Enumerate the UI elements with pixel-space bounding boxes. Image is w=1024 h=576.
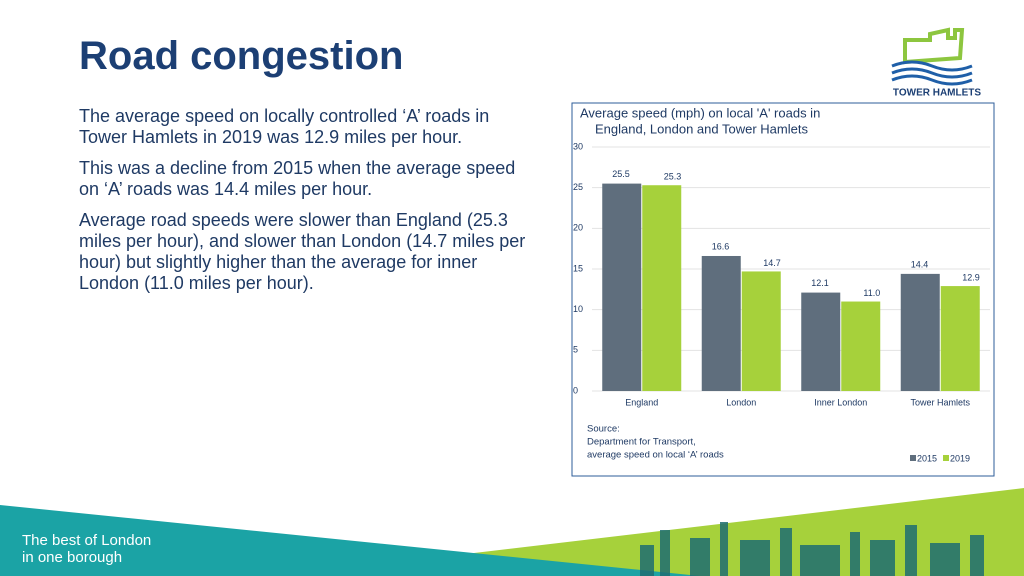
bar <box>741 271 781 391</box>
y-tick-label: 0 <box>573 385 578 395</box>
data-label: 25.3 <box>664 172 682 182</box>
data-label: 12.9 <box>962 272 980 282</box>
bar <box>900 273 940 391</box>
teal-band <box>0 505 700 576</box>
bar <box>801 292 841 391</box>
data-label: 14.4 <box>911 259 929 269</box>
bar <box>940 286 980 391</box>
logo: TOWER HAMLETS <box>891 27 981 99</box>
y-tick-label: 10 <box>573 304 583 314</box>
bar <box>602 183 642 391</box>
logo-text: TOWER HAMLETS <box>893 88 981 99</box>
paragraph: This was a decline from 2015 when the av… <box>79 158 516 199</box>
source-note: Department for Transport, <box>587 437 696 448</box>
legend-swatch <box>943 455 949 461</box>
y-tick-label: 15 <box>573 263 583 273</box>
x-tick-label: Tower Hamlets <box>910 397 970 407</box>
bar <box>841 301 881 391</box>
data-label: 11.0 <box>863 288 880 298</box>
chart: Average speed (mph) on local 'A' roads i… <box>571 102 995 477</box>
data-label: 12.1 <box>811 278 829 288</box>
y-tick-label: 5 <box>573 345 578 355</box>
chart-title: England, London and Tower Hamlets <box>595 121 808 136</box>
source-note: Source: <box>587 424 620 435</box>
data-label: 14.7 <box>763 258 781 268</box>
data-label: 25.5 <box>612 169 630 179</box>
x-tick-label: England <box>625 397 658 407</box>
legend-swatch <box>910 455 916 461</box>
source-note: average speed on local ‘A’ roads <box>587 450 724 461</box>
bar <box>701 255 741 391</box>
bar <box>642 185 682 391</box>
skyline <box>640 522 984 576</box>
paragraph: Average road speeds were slower than Eng… <box>79 210 526 293</box>
x-tick-label: Inner London <box>814 397 867 407</box>
y-tick-label: 30 <box>573 141 583 151</box>
footer-text: The best of London <box>22 532 152 549</box>
legend-label: 2019 <box>950 453 970 463</box>
x-tick-label: London <box>726 397 756 407</box>
paragraph: The average speed on locally controlled … <box>79 106 490 147</box>
y-tick-label: 20 <box>573 223 583 233</box>
data-label: 16.6 <box>712 241 730 251</box>
y-tick-label: 25 <box>573 182 583 192</box>
chart-title: Average speed (mph) on local 'A' roads i… <box>580 105 820 120</box>
footer-text: in one borough <box>22 549 123 566</box>
slide-title: Road congestion <box>79 34 404 78</box>
legend-label: 2015 <box>917 453 937 463</box>
